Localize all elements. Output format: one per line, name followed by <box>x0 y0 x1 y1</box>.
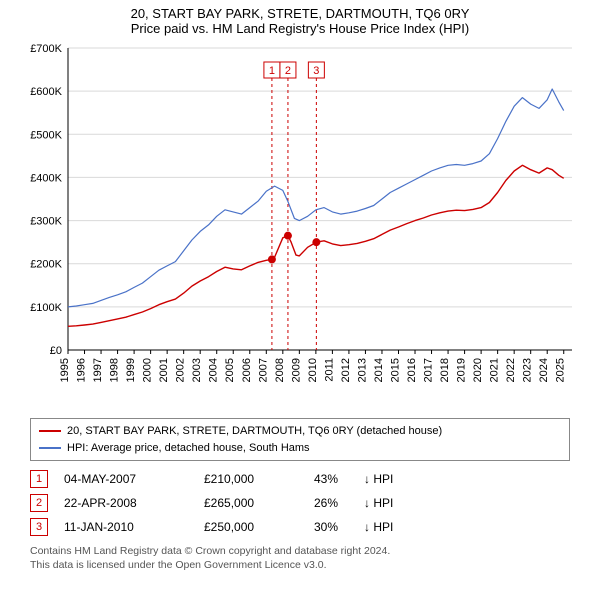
svg-text:2005: 2005 <box>224 358 236 382</box>
svg-text:2021: 2021 <box>489 358 501 382</box>
svg-text:2024: 2024 <box>538 358 550 382</box>
down-arrow-icon: ↓ <box>364 520 370 534</box>
footer-line-2: This data is licensed under the Open Gov… <box>30 559 570 573</box>
svg-text:2004: 2004 <box>208 358 220 382</box>
svg-text:2009: 2009 <box>290 358 302 382</box>
svg-text:2001: 2001 <box>158 358 170 382</box>
svg-text:£300K: £300K <box>30 216 62 228</box>
svg-text:2008: 2008 <box>274 358 286 382</box>
chart-container: 20, START BAY PARK, STRETE, DARTMOUTH, T… <box>0 0 600 590</box>
legend-label-property: 20, START BAY PARK, STRETE, DARTMOUTH, T… <box>67 423 442 440</box>
svg-text:2: 2 <box>285 65 291 77</box>
footer-line-1: Contains HM Land Registry data © Crown c… <box>30 545 570 559</box>
sale-date: 04-MAY-2007 <box>64 472 204 486</box>
sale-badge-1: 1 <box>30 470 48 488</box>
svg-text:£500K: £500K <box>30 129 62 141</box>
svg-text:1997: 1997 <box>92 358 104 382</box>
svg-text:£400K: £400K <box>30 172 62 184</box>
svg-text:2007: 2007 <box>257 358 269 382</box>
sale-ref: HPI <box>373 496 393 510</box>
chart-svg: £0 £100K £200K £300K £400K £500K £600K £700K 199… <box>20 40 580 410</box>
sale-ref: HPI <box>373 472 393 486</box>
down-arrow-icon: ↓ <box>364 496 370 510</box>
svg-text:3: 3 <box>313 65 319 77</box>
svg-text:2025: 2025 <box>555 358 567 382</box>
svg-text:2002: 2002 <box>175 358 187 382</box>
svg-text:2006: 2006 <box>241 358 253 382</box>
svg-text:2023: 2023 <box>522 358 534 382</box>
sale-price: £250,000 <box>204 520 314 534</box>
svg-text:£600K: £600K <box>30 86 62 98</box>
sale-date: 11-JAN-2010 <box>64 520 204 534</box>
down-arrow-icon: ↓ <box>364 472 370 486</box>
chart-subtitle: Price paid vs. HM Land Registry's House … <box>0 21 600 40</box>
svg-text:2013: 2013 <box>356 358 368 382</box>
svg-text:1999: 1999 <box>125 358 137 382</box>
svg-text:2018: 2018 <box>439 358 451 382</box>
svg-text:2017: 2017 <box>423 358 435 382</box>
table-row: 3 11-JAN-2010 £250,000 30% ↓ HPI <box>30 515 570 539</box>
svg-text:1: 1 <box>269 65 275 77</box>
sale-gap: 43% <box>314 472 364 486</box>
legend-label-hpi: HPI: Average price, detached house, Sout… <box>67 440 310 457</box>
svg-text:2010: 2010 <box>307 358 319 382</box>
sales-table: 1 04-MAY-2007 £210,000 43% ↓ HPI 2 22-AP… <box>30 467 570 539</box>
chart-plot: £0 £100K £200K £300K £400K £500K £600K £700K 199… <box>20 40 580 410</box>
svg-text:2014: 2014 <box>373 358 385 382</box>
table-row: 1 04-MAY-2007 £210,000 43% ↓ HPI <box>30 467 570 491</box>
svg-text:£100K: £100K <box>30 302 62 314</box>
svg-text:2019: 2019 <box>456 358 468 382</box>
legend: 20, START BAY PARK, STRETE, DARTMOUTH, T… <box>30 418 570 461</box>
legend-swatch-property <box>39 430 61 432</box>
svg-text:2000: 2000 <box>142 358 154 382</box>
sale-badge-2: 2 <box>30 494 48 512</box>
sale-price: £210,000 <box>204 472 314 486</box>
svg-text:1996: 1996 <box>76 358 88 382</box>
attribution-footer: Contains HM Land Registry data © Crown c… <box>30 545 570 572</box>
svg-text:1995: 1995 <box>59 358 71 382</box>
sale-gap: 26% <box>314 496 364 510</box>
svg-text:£0: £0 <box>50 345 62 357</box>
sale-badge-3: 3 <box>30 518 48 536</box>
svg-text:2016: 2016 <box>406 358 418 382</box>
sale-gap: 30% <box>314 520 364 534</box>
table-row: 2 22-APR-2008 £265,000 26% ↓ HPI <box>30 491 570 515</box>
sale-date: 22-APR-2008 <box>64 496 204 510</box>
sale-ref: HPI <box>373 520 393 534</box>
svg-text:2011: 2011 <box>323 358 335 382</box>
legend-swatch-hpi <box>39 447 61 449</box>
svg-text:2020: 2020 <box>472 358 484 382</box>
chart-title-address: 20, START BAY PARK, STRETE, DARTMOUTH, T… <box>0 0 600 21</box>
legend-row-property: 20, START BAY PARK, STRETE, DARTMOUTH, T… <box>39 423 561 440</box>
legend-row-hpi: HPI: Average price, detached house, Sout… <box>39 440 561 457</box>
sale-price: £265,000 <box>204 496 314 510</box>
svg-text:1998: 1998 <box>109 358 121 382</box>
svg-text:£200K: £200K <box>30 259 62 271</box>
svg-text:2022: 2022 <box>505 358 517 382</box>
svg-text:2015: 2015 <box>389 358 401 382</box>
svg-text:2012: 2012 <box>340 358 352 382</box>
svg-text:£700K: £700K <box>30 43 62 55</box>
svg-text:2003: 2003 <box>191 358 203 382</box>
